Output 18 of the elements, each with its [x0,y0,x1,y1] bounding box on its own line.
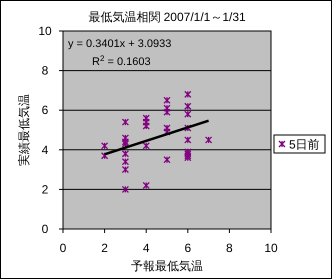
y-tick-label: 10 [38,24,52,38]
annotation: y = 0.3401x + 3.0933 [68,38,172,50]
x-tick-label: 8 [226,241,234,255]
y-tick-label: 0 [42,222,49,236]
y-tick-label: 8 [42,64,49,78]
y-tick-label: 4 [42,142,49,157]
y-tick-label: 2 [42,182,49,196]
y-axis-title: 実績最低気温 [17,94,31,166]
x-axis-title: 予報最低気温 [131,259,203,273]
x-tick-label: 2 [101,241,108,255]
annotation: R$^{2}$ = 0.1603 [92,54,151,68]
y-tick-label: 6 [42,103,49,118]
x-tick-label: 6 [184,241,192,255]
legend-label: 5日前 [289,138,320,152]
x-tick-label: 4 [142,241,150,255]
chart-title: 最低気温相関 2007/1/1～1/31 [88,10,246,24]
x-tick-label: 10 [264,241,278,255]
x-tick-label: 0 [60,241,67,255]
